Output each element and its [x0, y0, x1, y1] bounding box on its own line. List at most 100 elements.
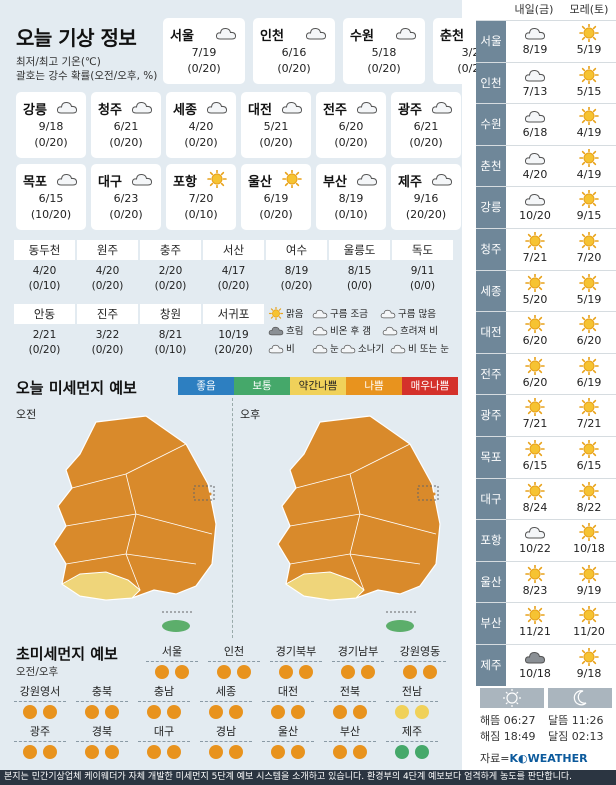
city-card: 부산 8/19 (0/10): [316, 164, 386, 230]
city-temp: 6/16: [281, 46, 307, 59]
legend-label: 맑음: [286, 309, 304, 320]
pm25-region: 제주: [384, 724, 440, 766]
legend-label: 흐림: [286, 326, 304, 337]
pm25-region-name: 부산: [339, 725, 361, 738]
small-city-name: 동두천: [14, 240, 75, 260]
legend-cloud-icon: [380, 309, 396, 318]
pm25-am-dot: [217, 665, 231, 679]
pm25-am-dot: [271, 705, 285, 719]
pm25-am-dot: [85, 745, 99, 759]
sunrise: 해뜸 06:27: [480, 714, 536, 727]
forecast-city: 목포: [476, 437, 506, 478]
small-city: 서귀포 10/19 (20/20): [203, 304, 264, 368]
legend-item: 눈: [312, 341, 339, 355]
cloud-icon: [215, 27, 237, 40]
city-card: 전주 6/20 (0/20): [316, 92, 386, 158]
forecast-day1-temp: 7/13: [522, 84, 548, 98]
pm25-title: 초미세먼지 예보: [16, 645, 118, 663]
city-name: 대전: [248, 103, 272, 118]
city-card: 포항 7/20 (0/10): [166, 164, 236, 230]
pm25-am-dot: [209, 745, 223, 759]
forecast-day1-temp: 4/20: [522, 167, 548, 181]
forecast-day2-temp: 5/15: [576, 84, 602, 98]
forecast-day1-temp: 10/18: [519, 667, 551, 680]
forecast-row: 세종 5/20 5/19: [476, 269, 616, 312]
forecast-city: 전주: [476, 353, 506, 395]
small-city-temp: 2/20: [158, 265, 183, 277]
forecast-day1-temp: 8/24: [522, 500, 548, 514]
city-name: 춘천: [440, 29, 464, 44]
pm25-pm-dot: [291, 745, 305, 759]
forecast-day2-temp: 6/15: [576, 459, 602, 472]
small-city: 울릉도 8/15 (0/0): [329, 240, 390, 304]
forecast-day2-temp: 7/20: [576, 251, 602, 264]
pm25-region: 강원영동: [392, 644, 448, 686]
legend-item: 비 또는 눈: [390, 341, 449, 355]
city-name: 세종: [173, 103, 197, 118]
legend-item: 흐려져 비: [382, 323, 438, 337]
jeju-island: [162, 620, 190, 632]
small-city: 독도 9/11 (0/0): [392, 240, 453, 304]
cloud-icon: [395, 27, 417, 40]
sun-icon: [579, 439, 599, 459]
small-city-name: 진주: [77, 304, 138, 324]
small-city: 창원 8/21 (0/10): [140, 304, 201, 368]
sun-outline-icon: [503, 689, 521, 707]
city-temp: 6/19: [263, 192, 289, 205]
pm25-pm-dot: [175, 665, 189, 679]
dokdo: [208, 492, 212, 496]
small-city-temp: 2/21: [32, 329, 57, 341]
ulleungdo: [421, 490, 427, 496]
small-city: 여수 8/19 (0/20): [266, 240, 327, 304]
city-temp: 6/23: [113, 192, 139, 205]
forecast-day1-temp: 8/23: [522, 583, 548, 597]
dark-cloud-icon: [524, 651, 546, 664]
sun-icon: [525, 355, 545, 376]
sun-icon: [579, 522, 599, 542]
small-city: 동두천 4/20 (0/10): [14, 240, 75, 304]
legend-label: 비: [286, 344, 295, 355]
forecast-day2-temp: 9/18: [576, 667, 602, 680]
cloud-icon: [206, 101, 228, 114]
forecast-row: 인천 7/13 5/15: [476, 61, 616, 104]
moon-outline-icon: [573, 690, 587, 706]
forecast-day1-temp: 8/19: [522, 43, 548, 56]
legend-overcast-icon: [268, 326, 284, 335]
pm25-region-name: 울산: [277, 725, 299, 738]
small-city-temp: 3/22: [95, 329, 120, 341]
pm25-pm-dot: [105, 745, 119, 759]
city-card: 수원 5/18 (0/20): [343, 18, 425, 84]
korea-map-am: [53, 415, 217, 632]
forecast-city: 제주: [476, 645, 506, 686]
sun-icon: [525, 439, 545, 459]
city-prob: (0/20): [109, 208, 143, 221]
pm25-pm-dot: [43, 705, 57, 719]
forecast-city: 춘천: [476, 145, 506, 187]
small-city-name: 충주: [140, 240, 201, 260]
forecast-day2-temp: 6/19: [576, 375, 602, 389]
city-temp: 6/15: [38, 192, 64, 205]
sun-icon: [525, 231, 545, 251]
forecast-day1-temp: 6/20: [522, 375, 548, 389]
city-card: 인천 6/16 (0/20): [253, 18, 335, 84]
city-prob: (0/20): [409, 136, 443, 149]
small-city-name: 서귀포: [203, 304, 264, 324]
city-temp: 7/20: [188, 192, 214, 205]
legend-cloud-icon: [382, 326, 398, 335]
city-prob: (0/10): [184, 208, 218, 221]
pm25-am-dot: [271, 745, 285, 759]
pm25-am-dot: [147, 745, 161, 759]
legend-cloud-icon: [390, 344, 406, 353]
forecast-day2-temp: 4/19: [576, 126, 602, 140]
forecast-row: 광주 7/21 7/21: [476, 394, 616, 437]
forecast-row: 울산 8/23 9/19: [476, 560, 616, 603]
legend-cloud-icon: [340, 344, 356, 353]
forecast-row: 수원 6/18 4/19: [476, 103, 616, 146]
sun-icon: [579, 106, 599, 126]
forecast-city: 강릉: [476, 187, 506, 229]
pm25-am-dot: [403, 665, 417, 679]
sun-icon: [525, 397, 545, 418]
small-city-name: 독도: [392, 240, 453, 260]
forecast-city: 광주: [476, 395, 506, 437]
forecast-row: 제주 10/18 9/18: [476, 644, 616, 686]
